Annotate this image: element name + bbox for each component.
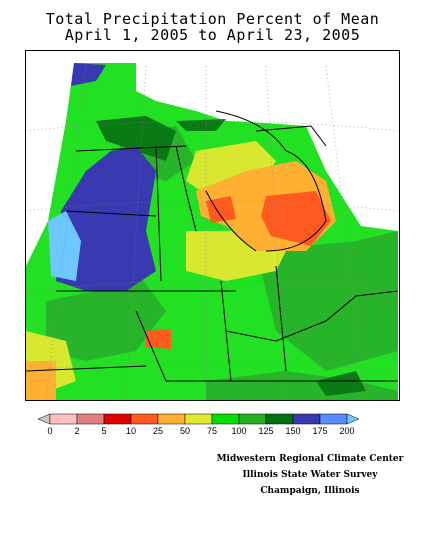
- legend-colorbar: [38, 413, 360, 425]
- map-title: Total Precipitation Percent of Mean: [45, 10, 380, 28]
- legend-swatch: [76, 413, 105, 425]
- legend-tick-label: 100: [231, 426, 247, 436]
- legend-swatch: [211, 413, 240, 425]
- legend-tick-label: 75: [206, 426, 218, 436]
- legend-swatch: [319, 413, 348, 425]
- no-data-north: [136, 63, 398, 231]
- legend-swatch: [265, 413, 294, 425]
- legend-tick-label: 200: [339, 426, 355, 436]
- region-darkblue-top: [71, 63, 106, 86]
- graticule: [26, 65, 399, 400]
- region-redorange-3: [146, 329, 171, 349]
- region-darkgreen-2: [316, 371, 366, 396]
- legend-tick-label: 175: [312, 426, 328, 436]
- legend-swatch: [238, 413, 267, 425]
- legend-tick-label: 0: [47, 426, 53, 436]
- legend-swatch: [130, 413, 159, 425]
- map-canvas: [26, 63, 399, 400]
- state-boundaries: [26, 110, 399, 382]
- legend-tick-label: 2: [74, 426, 80, 436]
- region-orange-sw: [26, 361, 56, 400]
- precipitation-map: [25, 50, 400, 401]
- legend-tick-label: 5: [101, 426, 107, 436]
- legend-swatch: [157, 413, 186, 425]
- legend-swatch: [49, 413, 78, 425]
- legend-swatch: [292, 413, 321, 425]
- region-midgreen-1: [46, 271, 166, 361]
- region-darkblue: [56, 146, 156, 291]
- legend-tick-label: 10: [125, 426, 137, 436]
- region-darkgreen-3: [176, 119, 226, 131]
- legend-arrow-low: [38, 413, 51, 425]
- legend-tick-label: 50: [179, 426, 191, 436]
- legend-tick-label: 125: [258, 426, 274, 436]
- legend-tick-label: 25: [152, 426, 164, 436]
- legend-tick-label: 150: [285, 426, 301, 436]
- credit-mrcc: Midwestern Regional Climate Center: [216, 454, 404, 464]
- region-midgreen-2: [256, 231, 398, 371]
- region-lightblue: [48, 211, 81, 281]
- region-redorange-2: [206, 196, 236, 223]
- legend-arrow-high: [346, 413, 360, 425]
- region-redorange-1: [261, 191, 331, 246]
- legend-swatch: [103, 413, 132, 425]
- map-date-range: April 1, 2005 to April 23, 2005: [64, 26, 361, 44]
- legend-swatch: [184, 413, 213, 425]
- credit-isws: Illinois State Water Survey: [242, 470, 378, 480]
- credit-location: Champaign, Illinois: [260, 486, 360, 496]
